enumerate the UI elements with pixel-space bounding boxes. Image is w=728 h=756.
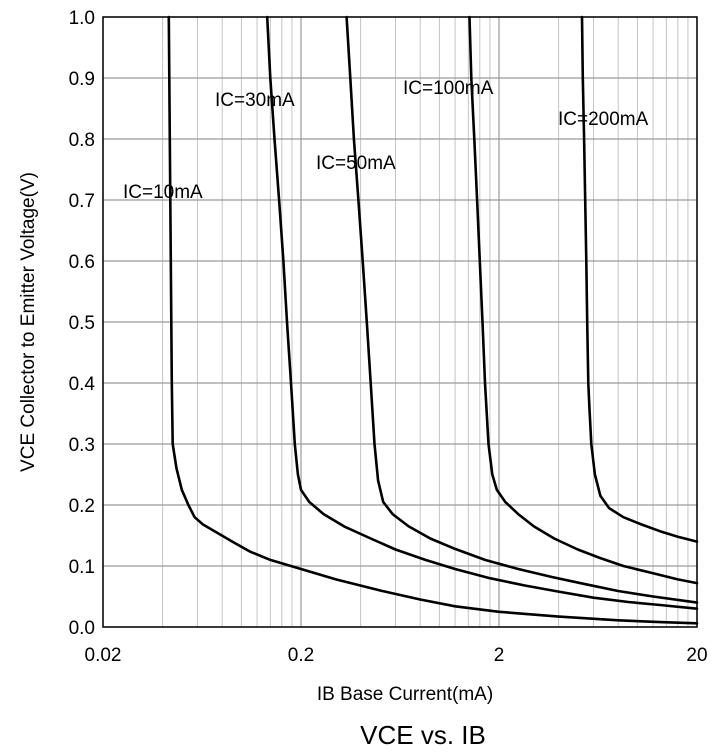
- y-tick-label: 1.0: [69, 8, 95, 29]
- x-tick-labels: 0.02 0.2 2 20: [85, 645, 708, 666]
- curve-label: IC=100mA: [403, 78, 494, 99]
- y-tick-label: 0.9: [69, 69, 95, 90]
- y-tick-label: 0.1: [69, 557, 95, 578]
- y-tick-label: 0.4: [69, 374, 96, 395]
- y-tick-label: 0.6: [69, 252, 95, 273]
- y-tick-label: 0.0: [69, 618, 95, 639]
- curve-label: IC=10mA: [123, 182, 203, 203]
- x-tick-label: 20: [686, 645, 707, 666]
- y-axis-title: VCE Collector to Emitter Voltage(V): [18, 172, 39, 472]
- series-line: [167, 15, 699, 625]
- curve-labels: IC=10mA IC=30mA IC=50mA IC=100mA IC=200mA: [123, 78, 649, 203]
- series-line: [345, 15, 699, 604]
- y-tick-label: 0.3: [69, 435, 95, 456]
- series-line: [265, 15, 699, 610]
- curve-label: IC=50mA: [316, 153, 396, 174]
- curve-label: IC=30mA: [215, 90, 295, 111]
- curves: [167, 15, 699, 625]
- y-tick-label: 0.8: [69, 130, 95, 151]
- y-tick-labels: 0.0 0.1 0.2 0.3 0.4 0.5 0.6 0.7 0.8 0.9 1.0: [69, 8, 96, 639]
- y-tick-label: 0.7: [69, 191, 95, 212]
- x-tick-label: 0.2: [288, 645, 314, 666]
- y-tick-label: 0.5: [69, 313, 95, 334]
- plot-frame: [102, 16, 698, 628]
- x-tick-label: 2: [494, 645, 505, 666]
- series-line: [468, 15, 699, 585]
- curve-label: IC=200mA: [558, 109, 649, 130]
- y-tick-label: 0.2: [69, 496, 95, 517]
- x-axis-title: IB Base Current(mA): [317, 684, 493, 705]
- x-tick-label: 0.02: [85, 645, 122, 666]
- series-line: [580, 15, 699, 543]
- chart-title: VCE vs. IB: [360, 720, 486, 750]
